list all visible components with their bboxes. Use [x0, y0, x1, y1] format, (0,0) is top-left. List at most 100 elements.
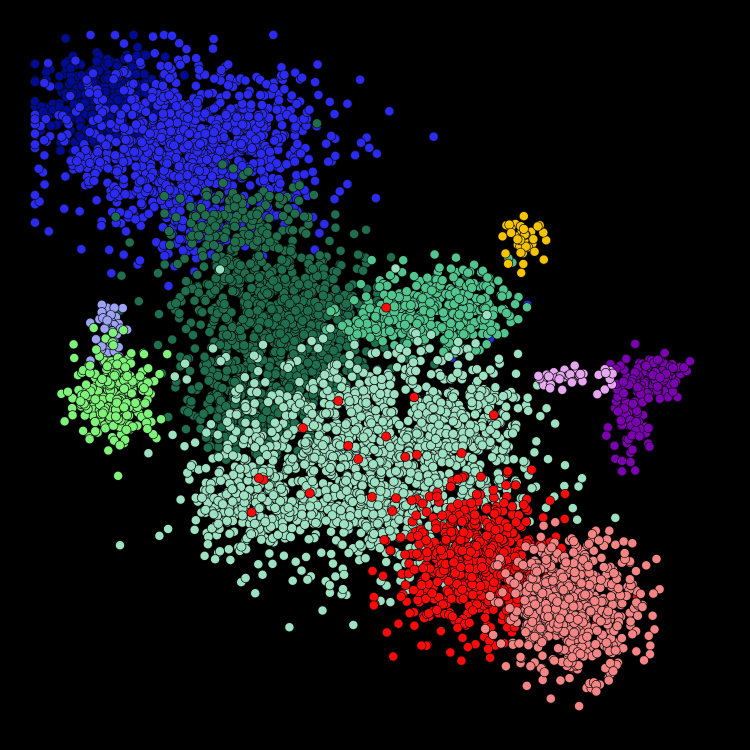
scatter-point [400, 549, 411, 560]
scatter-point [141, 106, 152, 117]
scatter-point [328, 274, 339, 285]
scatter-point [324, 96, 335, 107]
scatter-point [261, 406, 272, 417]
scatter-point [171, 298, 181, 309]
scatter-point [283, 464, 294, 475]
scatter-point [30, 128, 40, 139]
scatter-point [496, 291, 507, 302]
scatter-point [280, 273, 291, 284]
scatter-point [261, 450, 272, 461]
scatter-point [190, 515, 201, 526]
scatter-point [222, 330, 232, 341]
scatter-point [181, 324, 191, 334]
scatter-point [369, 477, 380, 488]
scatter-point [244, 307, 255, 318]
scatter-point [312, 118, 322, 129]
scatter-point [511, 368, 521, 379]
scatter-point [174, 234, 185, 245]
scatter-point [231, 193, 242, 204]
scatter-point [513, 314, 524, 325]
scatter-point [502, 522, 513, 533]
scatter-point [352, 355, 363, 366]
scatter-point [103, 58, 114, 69]
scatter-point [476, 294, 487, 305]
scatter-point [573, 481, 584, 492]
scatter-point [487, 452, 498, 463]
scatter-point [298, 329, 309, 340]
scatter-point [477, 440, 488, 451]
scatter-point [272, 312, 282, 323]
scatter-point [174, 308, 185, 319]
scatter-point [164, 73, 175, 84]
scatter-point [254, 250, 264, 261]
scatter-point [326, 549, 337, 559]
scatter-point [119, 38, 129, 49]
scatter-point [171, 152, 182, 163]
scatter-point [153, 268, 163, 279]
scatter-point [106, 268, 117, 279]
scatter-point [186, 460, 196, 471]
scatter-point [186, 396, 197, 407]
scatter-point [196, 492, 207, 503]
scatter-point [335, 462, 346, 473]
scatter-point [200, 295, 211, 306]
scatter-point [143, 208, 154, 219]
scatter-point [353, 318, 364, 329]
scatter-point [385, 379, 396, 390]
scatter-point [201, 427, 212, 438]
scatter-point [234, 463, 245, 474]
scatter-point [164, 226, 174, 237]
scatter-point [314, 250, 325, 261]
scatter-point [135, 175, 146, 186]
scatter-point [286, 90, 297, 101]
scatter-point [352, 471, 363, 481]
scatter-point [181, 44, 192, 55]
scatter-point [302, 357, 313, 368]
scatter-point [457, 632, 468, 643]
scatter-point [85, 30, 96, 40]
scatter-point [381, 557, 392, 567]
scatter-point [184, 128, 195, 139]
scatter-point [484, 285, 495, 296]
scatter-point [236, 541, 247, 552]
scatter-point [231, 409, 242, 420]
scatter-point [341, 475, 351, 486]
scatter-point [203, 279, 214, 290]
scatter-point [133, 296, 144, 307]
scatter-point [263, 318, 274, 329]
scatter-point [190, 80, 201, 91]
scatter-point [435, 626, 446, 637]
scatter-point [281, 159, 292, 170]
scatter-point [240, 573, 251, 583]
scatter-point [94, 157, 105, 168]
scatter-point [321, 408, 331, 419]
scatter-point [321, 515, 331, 526]
scatter-point [258, 339, 268, 350]
scatter-point [294, 398, 305, 409]
scatter-point [301, 552, 312, 562]
scatter-point [369, 529, 379, 539]
scatter-point [478, 370, 489, 381]
scatter-point [290, 121, 301, 132]
scatter-point [253, 559, 264, 570]
scatter-point [344, 350, 355, 361]
scatter-point [337, 539, 348, 550]
scatter-point [193, 230, 204, 241]
scatter-point [245, 273, 256, 284]
scatter-point [502, 466, 513, 477]
scatter-point [466, 397, 477, 408]
scatter-point [467, 282, 477, 293]
scatter-point [112, 166, 122, 177]
scatter-point [30, 96, 40, 107]
scatter-point [523, 405, 534, 416]
scatter-point [425, 307, 436, 318]
scatter-point [346, 407, 357, 418]
scatter-point [452, 367, 463, 378]
scatter-point [426, 369, 437, 380]
scatter-point [290, 556, 301, 567]
scatter-point [171, 212, 182, 223]
scatter-point [454, 293, 465, 304]
scatter-point [307, 263, 318, 274]
scatter-point [215, 475, 226, 486]
scatter-point [182, 103, 193, 114]
